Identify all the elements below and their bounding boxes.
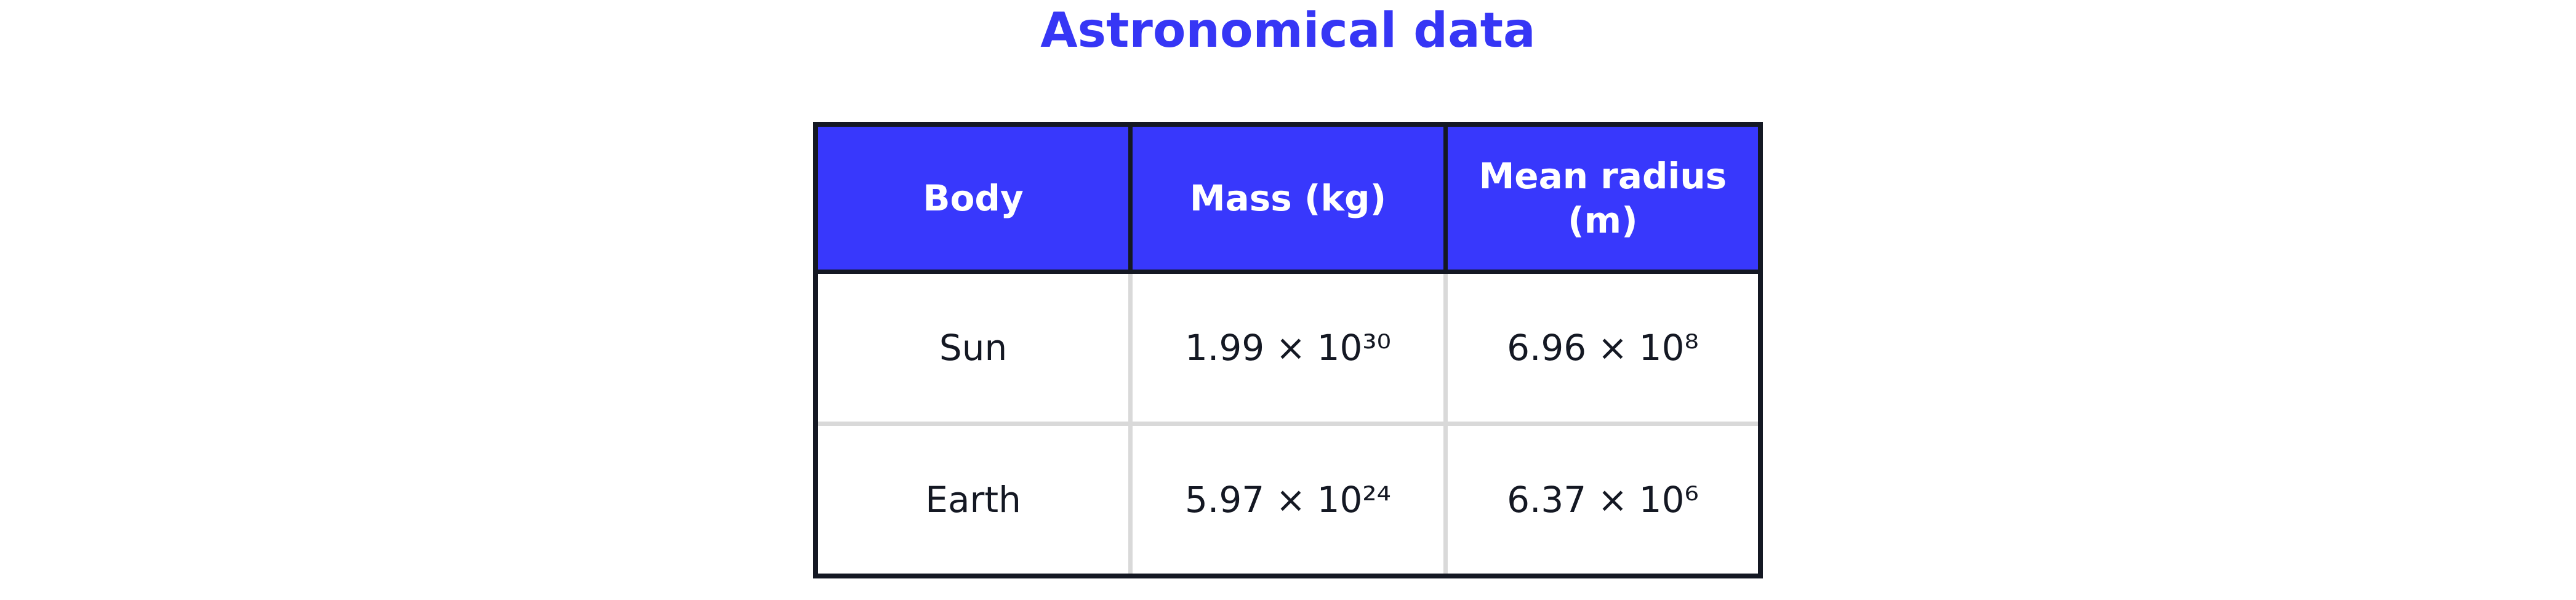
column-header: Body xyxy=(813,122,1133,274)
header-row: Body Mass (kg) Mean radius (m) xyxy=(813,122,1763,274)
column-header: Mean radius (m) xyxy=(1443,122,1763,274)
table-row: Earth 5.97 × 10²⁴ 6.37 × 10⁶ xyxy=(813,422,1763,578)
table-cell: Sun xyxy=(813,270,1133,426)
column-header: Mass (kg) xyxy=(1128,122,1448,274)
table-row: Sun 1.99 × 10³⁰ 6.96 × 10⁸ xyxy=(813,270,1763,426)
table-cell: Earth xyxy=(813,422,1133,578)
data-table: Body Mass (kg) Mean radius (m) Sun 1.99 × 1… xyxy=(813,122,1763,578)
table-cell: 6.96 × 10⁸ xyxy=(1443,270,1763,426)
table-cell: 1.99 × 10³⁰ xyxy=(1128,270,1448,426)
table-body: Sun 1.99 × 10³⁰ 6.96 × 10⁸ Earth 5.97 × 10²⁴… xyxy=(813,270,1763,578)
table-header: Body Mass (kg) Mean radius (m) xyxy=(813,122,1763,274)
title: Astronomical data xyxy=(1040,3,1536,58)
table-cell: 5.97 × 10²⁴ xyxy=(1128,422,1448,578)
table-cell: 6.37 × 10⁶ xyxy=(1443,422,1763,578)
